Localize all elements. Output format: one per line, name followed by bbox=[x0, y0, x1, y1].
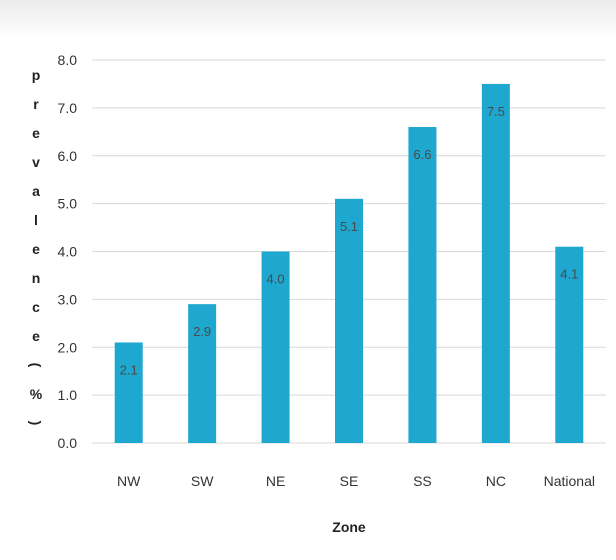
y-tick-label: 5.0 bbox=[58, 196, 78, 212]
bar-national bbox=[555, 246, 584, 443]
y-axis-title-letter: l bbox=[34, 212, 38, 228]
y-axis-title-letter: v bbox=[32, 154, 40, 170]
data-label: 6.6 bbox=[413, 147, 431, 162]
x-axis-title: Zone bbox=[332, 519, 366, 535]
y-axis-title-letter: % bbox=[30, 386, 43, 402]
y-axis-title-letter: e bbox=[32, 241, 40, 257]
bar-nw bbox=[114, 342, 143, 443]
bar-se bbox=[335, 198, 363, 443]
data-label: 4.0 bbox=[267, 272, 285, 287]
y-tick-label: 2.0 bbox=[58, 339, 78, 355]
x-axis-ticks: NW SW NE SE SS NC National bbox=[117, 473, 595, 489]
bar-ss bbox=[408, 127, 437, 444]
y-axis-title-letter: ) bbox=[28, 421, 44, 426]
y-tick-label: 8.0 bbox=[58, 52, 78, 68]
bar-sw bbox=[188, 304, 217, 443]
y-axis-ticks: 0.0 1.0 2.0 3.0 4.0 5.0 6.0 7.0 8.0 bbox=[58, 52, 78, 451]
x-tick-label: SS bbox=[413, 473, 432, 489]
data-label: 2.1 bbox=[120, 362, 138, 377]
y-axis-title-letter: e bbox=[32, 328, 40, 344]
bar-nc bbox=[481, 83, 510, 443]
y-tick-label: 6.0 bbox=[58, 148, 78, 164]
y-tick-label: 0.0 bbox=[58, 435, 78, 451]
y-tick-label: 4.0 bbox=[58, 244, 78, 260]
y-axis-title-letter: ( bbox=[28, 363, 44, 368]
data-label: 2.9 bbox=[193, 324, 211, 339]
y-axis-title-letter: c bbox=[32, 299, 40, 315]
data-label: 4.1 bbox=[560, 267, 578, 282]
x-tick-label: SE bbox=[340, 473, 359, 489]
y-axis-title-letter: r bbox=[33, 96, 39, 112]
x-tick-label: NW bbox=[117, 473, 141, 489]
data-label: 5.1 bbox=[340, 219, 358, 234]
x-tick-label: National bbox=[544, 473, 595, 489]
x-tick-label: NC bbox=[486, 473, 506, 489]
x-tick-label: SW bbox=[191, 473, 214, 489]
data-labels: 2.1 2.9 4.0 5.1 6.6 7.5 4.1 bbox=[120, 104, 579, 378]
x-tick-label: NE bbox=[266, 473, 285, 489]
y-tick-label: 1.0 bbox=[58, 387, 78, 403]
y-axis-title-letter: a bbox=[32, 183, 40, 199]
y-axis-title-letter: n bbox=[32, 270, 41, 286]
y-tick-label: 7.0 bbox=[58, 100, 78, 116]
y-axis-title-letter: e bbox=[32, 125, 40, 141]
y-axis-title-letter: p bbox=[32, 67, 41, 83]
bar-ne bbox=[261, 251, 290, 443]
y-tick-label: 3.0 bbox=[58, 291, 78, 307]
bars bbox=[114, 83, 584, 444]
data-label: 7.5 bbox=[487, 104, 505, 119]
